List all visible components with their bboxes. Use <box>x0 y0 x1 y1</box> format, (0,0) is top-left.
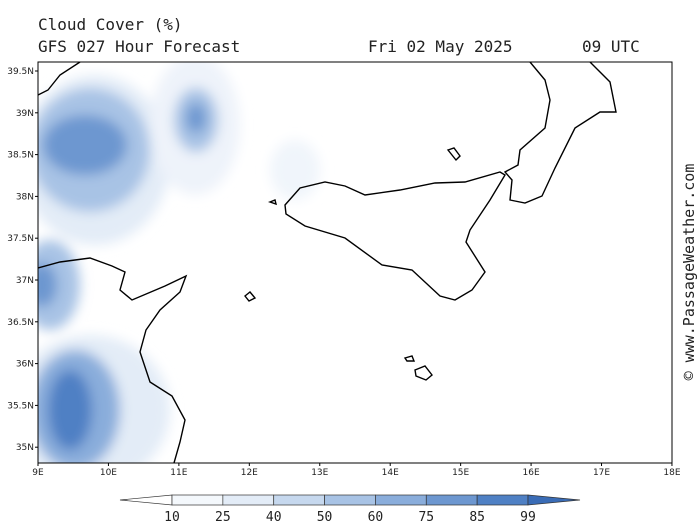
colorbar-cell <box>324 494 376 506</box>
lat-label: 38N <box>16 192 34 202</box>
lat-label: 35N <box>16 443 34 453</box>
coastlines <box>38 62 617 463</box>
lat-label: 37.5N <box>7 234 34 244</box>
lon-label: 15E <box>452 468 469 478</box>
colorbar-high <box>527 494 581 506</box>
date: Fri 02 May 2025 <box>368 37 513 56</box>
lat-label: 37N <box>16 276 34 286</box>
lat-label: 39N <box>16 109 34 119</box>
colorbar-low <box>119 494 173 506</box>
colorbar-label: 10 <box>164 510 180 525</box>
colorbar-label: 25 <box>215 510 231 525</box>
credit: © www.PassageWeather.com <box>680 164 698 381</box>
lon-label: 17E <box>593 468 610 478</box>
lon-label: 14E <box>382 468 399 478</box>
colorbar-cell <box>375 494 427 506</box>
lon-label: 10E <box>100 468 117 478</box>
colorbar-cell <box>476 494 529 506</box>
lat-label: 38.5N <box>7 151 34 161</box>
colorbar-cell <box>171 494 224 506</box>
lat-label: 39.5N <box>7 67 34 77</box>
colorbar-label: 50 <box>317 510 333 525</box>
colorbar-cell <box>222 494 275 506</box>
lat-label: 36N <box>16 360 34 370</box>
lat-label: 35.5N <box>7 401 34 411</box>
lon-label: 18E <box>663 468 680 478</box>
colorbar-label: 85 <box>469 510 485 525</box>
time: 09 UTC <box>582 37 640 56</box>
clouds <box>38 62 320 463</box>
colorbar-cell <box>425 494 478 506</box>
colorbar-label: 60 <box>368 510 384 525</box>
colorbar-label: 99 <box>520 510 536 525</box>
lon-label: 13E <box>311 468 328 478</box>
map-frame <box>37 61 673 464</box>
colorbar-cell <box>273 494 325 506</box>
lon-label: 11E <box>170 468 187 478</box>
lon-label: 9E <box>32 468 44 478</box>
lat-label: 36.5N <box>7 318 34 328</box>
subtitle: GFS 027 Hour Forecast <box>38 37 240 56</box>
colorbar-label: 40 <box>266 510 282 525</box>
colorbar-label: 75 <box>418 510 434 525</box>
lon-label: 16E <box>523 468 540 478</box>
lon-label: 12E <box>241 468 258 478</box>
title: Cloud Cover (%) <box>38 15 183 34</box>
